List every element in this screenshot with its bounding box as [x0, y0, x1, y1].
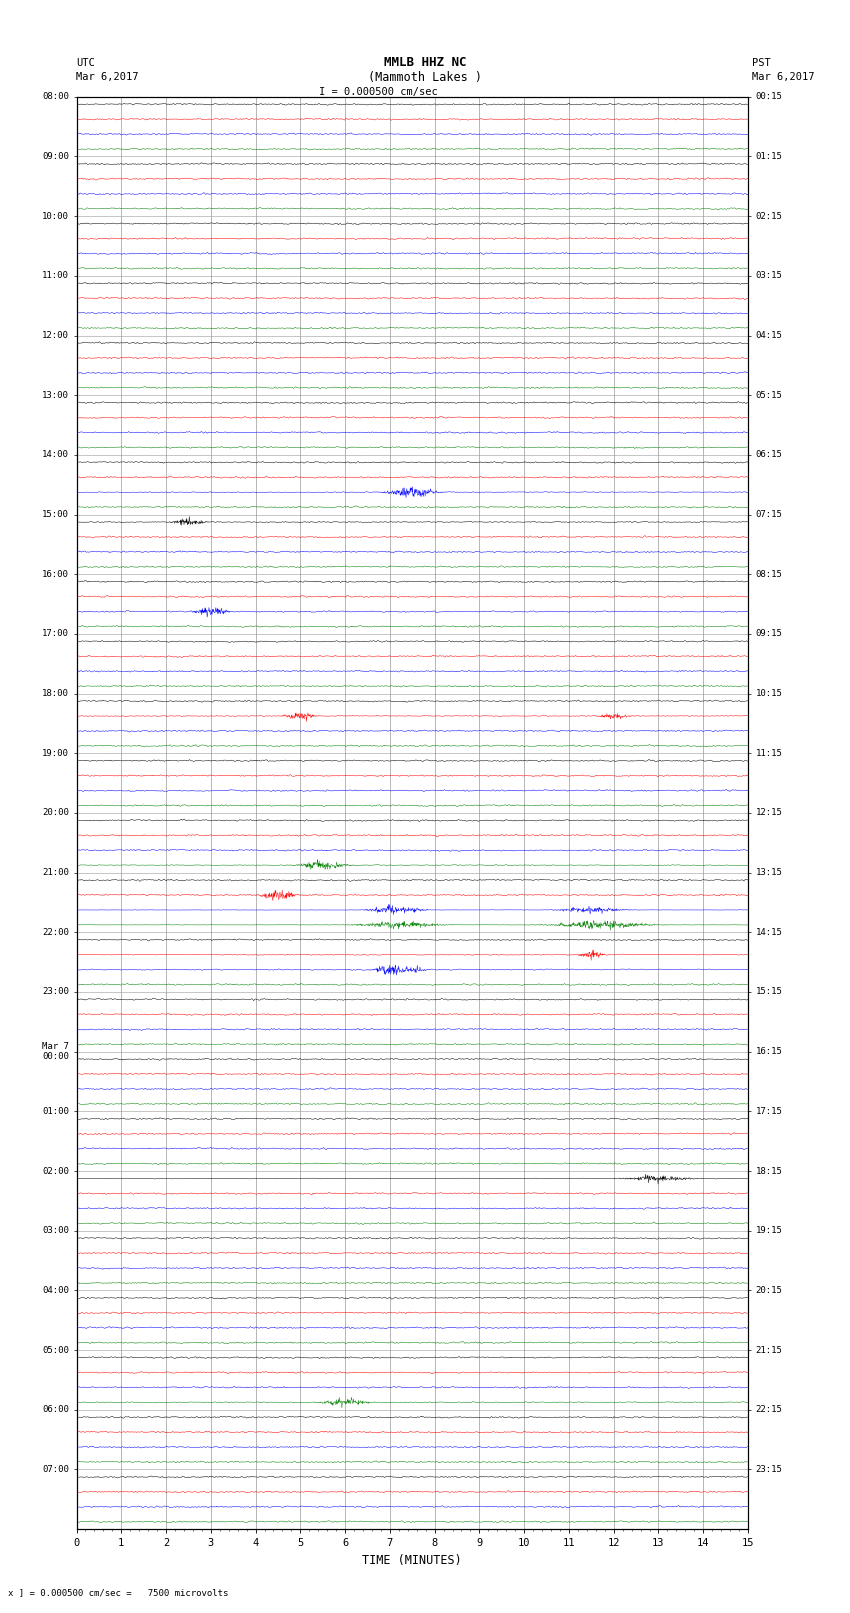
Text: (Mammoth Lakes ): (Mammoth Lakes ) — [368, 71, 482, 84]
X-axis label: TIME (MINUTES): TIME (MINUTES) — [362, 1553, 462, 1566]
Text: x ] = 0.000500 cm/sec =   7500 microvolts: x ] = 0.000500 cm/sec = 7500 microvolts — [8, 1587, 229, 1597]
Text: Mar 6,2017: Mar 6,2017 — [76, 73, 139, 82]
Text: PST: PST — [752, 58, 771, 68]
Text: Mar 6,2017: Mar 6,2017 — [752, 73, 815, 82]
Text: UTC: UTC — [76, 58, 95, 68]
Text: MMLB HHZ NC: MMLB HHZ NC — [383, 56, 467, 69]
Text: I = 0.000500 cm/sec: I = 0.000500 cm/sec — [319, 87, 438, 97]
